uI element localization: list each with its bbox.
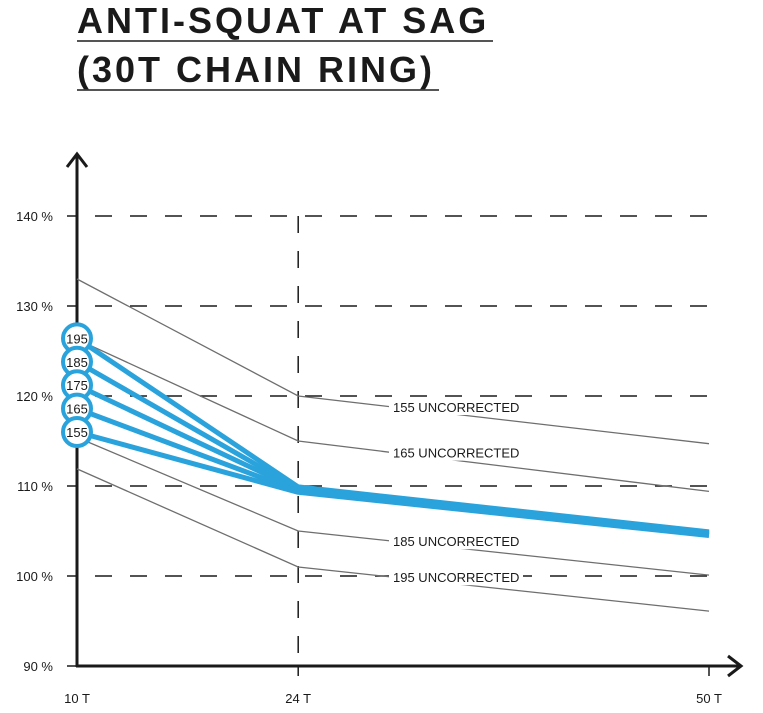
size-marker-155 [61,416,93,448]
label-background [389,397,523,416]
uncorrected-line-label: 195 UNCORRECTED [393,570,519,585]
x-axis-arrow [727,654,744,678]
y-tick-label: 130 % [16,299,53,314]
uncorrected-line-label: 185 UNCORRECTED [393,534,519,549]
uncorrected-line-195 [76,468,710,612]
uncorrected-line-label: 155 UNCORRECTED [393,400,519,415]
uncorrected-line-165 [76,338,710,493]
y-tick-label: 110 % [17,479,53,494]
chart-title-line-1: ANTI-SQUAT AT SAG [77,2,494,42]
uncorrected-line-155 [76,278,710,445]
x-tick-label: 50 T [696,691,722,706]
uncorrected-line-185 [76,436,710,576]
corrected-line-155 [76,429,710,538]
uncorrected-line-label: 165 UNCORRECTED [393,446,519,461]
y-tick-label: 120 % [16,389,53,404]
y-tick-label: 100 % [16,569,53,584]
x-tick-label: 10 T [64,691,90,706]
x-tick-label: 24 T [285,691,311,706]
size-marker-label: 155 [66,425,88,440]
size-marker-label: 195 [66,331,88,346]
size-marker-label: 185 [66,355,88,370]
label-background [389,442,523,461]
chart-title-line-2: (30T CHAIN RING) [77,51,440,91]
label-background [389,567,523,586]
y-tick-label: 140 % [16,209,53,224]
y-tick-label: 90 % [23,659,53,674]
size-marker-label: 175 [66,378,88,393]
y-axis-arrow [65,151,89,168]
label-background [389,531,523,550]
size-marker-label: 165 [66,402,88,417]
